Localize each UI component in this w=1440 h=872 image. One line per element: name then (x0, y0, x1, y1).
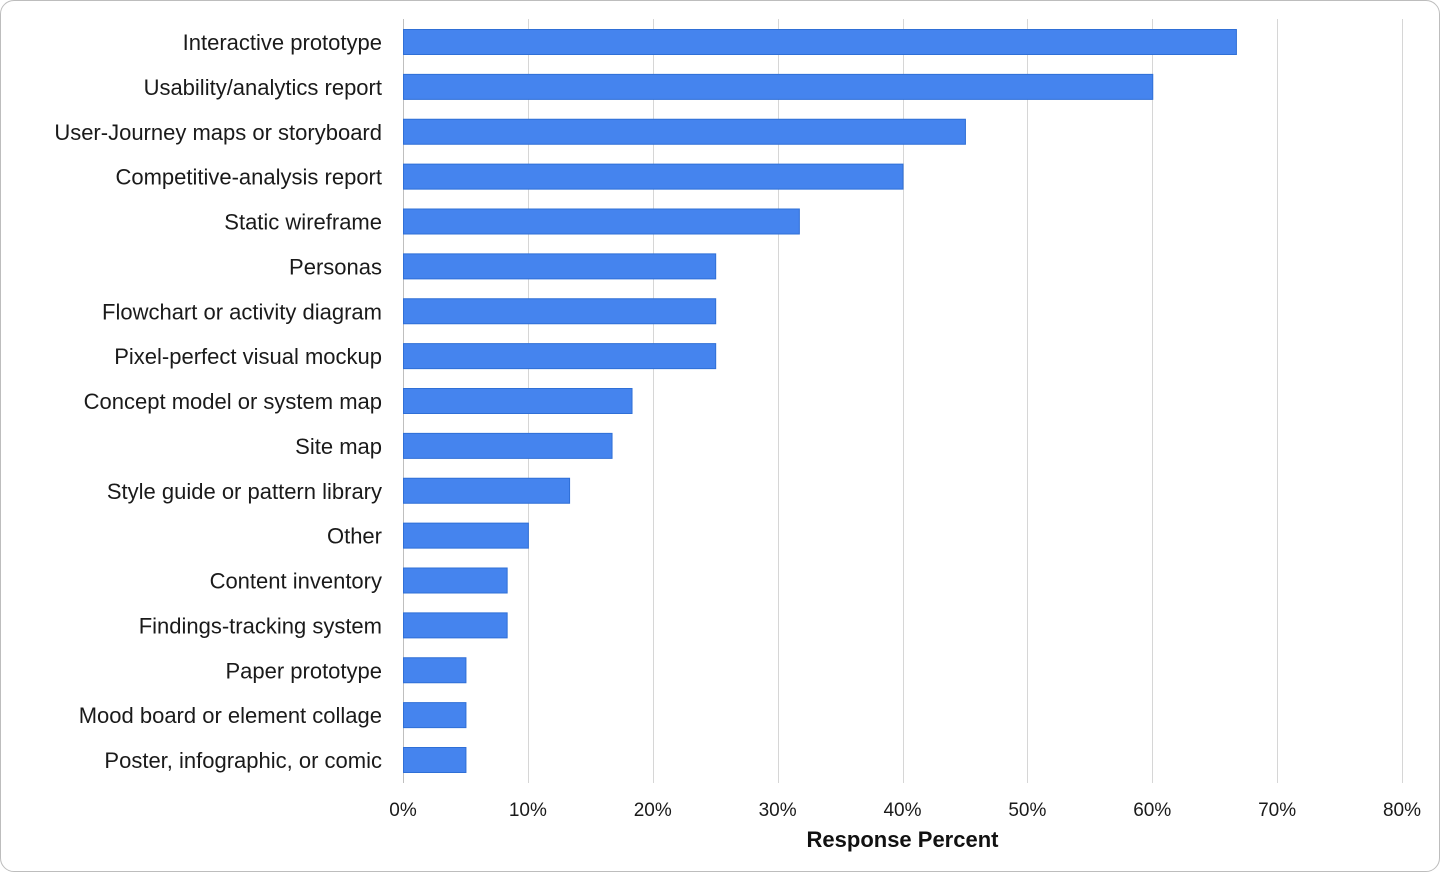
category-label: Concept model or system map (84, 389, 382, 414)
bars (403, 29, 1237, 773)
category-label: Usability/analytics report (144, 75, 382, 100)
category-label: Content inventory (210, 569, 382, 594)
category-labels: Interactive prototype Usability/analytics… (54, 30, 382, 773)
bar (403, 388, 633, 414)
bar (403, 657, 467, 684)
bar (403, 73, 1154, 100)
gridlines (403, 19, 1403, 783)
x-tick-label: 40% (883, 800, 921, 821)
bar (403, 567, 508, 594)
bar (403, 702, 467, 729)
bar (403, 477, 571, 504)
bar (403, 612, 508, 639)
category-label: Personas (289, 254, 382, 279)
x-tick-label: 50% (1008, 800, 1046, 821)
category-label: Flowchart or activity diagram (102, 299, 382, 324)
category-label: Findings-tracking system (139, 613, 382, 638)
category-label: Style guide or pattern library (107, 479, 382, 504)
category-label: Competitive-analysis report (115, 165, 382, 190)
x-tick-label: 10% (509, 800, 547, 821)
bar (403, 29, 1237, 55)
x-axis-title: Response Percent (807, 827, 1000, 852)
bar (403, 298, 717, 325)
x-tick-label: 0% (389, 800, 417, 821)
category-label: Mood board or element collage (79, 703, 382, 728)
bar (403, 432, 613, 459)
x-tick-label: 80% (1383, 800, 1421, 821)
x-tick-label: 20% (634, 800, 672, 821)
x-tick-label: 30% (759, 800, 797, 821)
category-label: Pixel-perfect visual mockup (114, 344, 382, 369)
category-label: Static wireframe (224, 210, 382, 235)
category-label: User-Journey maps or storyboard (54, 120, 382, 145)
bar (403, 118, 966, 145)
bar (403, 163, 904, 190)
bar (403, 208, 800, 235)
bar (403, 253, 717, 280)
bar (403, 522, 529, 549)
category-label: Other (327, 524, 382, 549)
x-tick-label: 60% (1133, 800, 1171, 821)
category-label: Interactive prototype (183, 30, 382, 55)
x-tick-labels: 0% 10% 20% 30% 40% 50% 60% 70% 80% (389, 800, 1421, 821)
category-label: Site map (295, 434, 382, 459)
bar (403, 747, 467, 773)
bar (403, 343, 717, 370)
x-tick-label: 70% (1258, 800, 1296, 821)
category-label: Paper prototype (225, 658, 382, 683)
category-label: Poster, infographic, or comic (104, 748, 382, 773)
